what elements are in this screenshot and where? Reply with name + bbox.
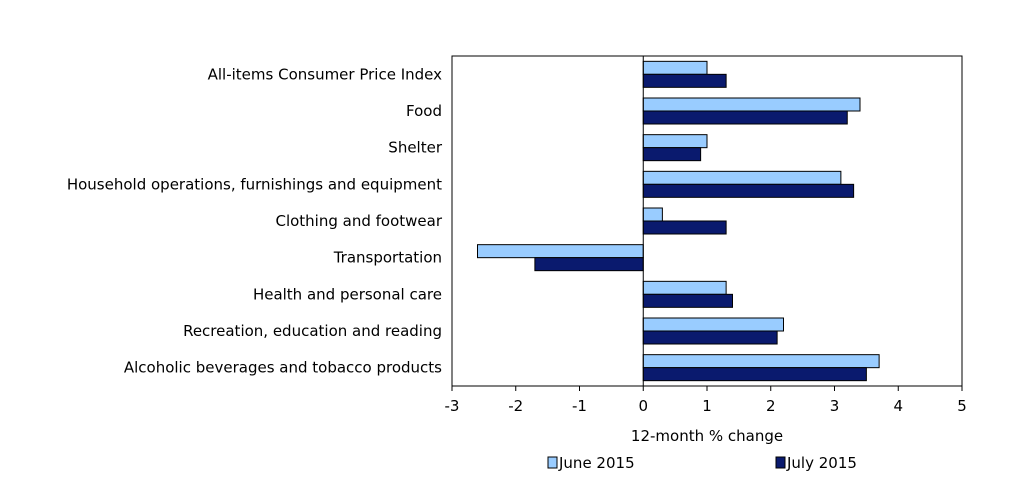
x-axis-ticks: -3 -2 -1 0 1 2 3 4 5 bbox=[445, 386, 967, 415]
bar-july bbox=[642, 110, 848, 125]
x-tick-label: -1 bbox=[572, 397, 587, 415]
bar-july bbox=[642, 73, 727, 88]
category-label: Food bbox=[406, 102, 442, 120]
bar-july bbox=[534, 257, 644, 272]
category-label: Household operations, furnishings and eq… bbox=[67, 175, 442, 193]
x-tick-label: 4 bbox=[893, 397, 903, 415]
category-label: Recreation, education and reading bbox=[183, 322, 442, 340]
bar-june bbox=[642, 134, 708, 149]
bars bbox=[477, 60, 880, 382]
x-tick-label: 2 bbox=[766, 397, 776, 415]
bar-june bbox=[642, 354, 880, 369]
legend-label: July 2015 bbox=[786, 454, 857, 472]
legend-swatch bbox=[547, 456, 558, 469]
category-label: Health and personal care bbox=[253, 285, 442, 303]
legend: June 2015 July 2015 bbox=[547, 454, 857, 472]
category-labels: All-items Consumer Price Index Food Shelte… bbox=[67, 65, 443, 376]
bar-june bbox=[642, 170, 842, 185]
category-label: Clothing and footwear bbox=[275, 212, 442, 230]
x-tick-label: 3 bbox=[830, 397, 840, 415]
bar-june bbox=[642, 207, 663, 222]
bar-june bbox=[642, 97, 861, 112]
bar-june bbox=[642, 317, 784, 332]
legend-label: June 2015 bbox=[558, 454, 635, 472]
x-tick-label: 0 bbox=[638, 397, 648, 415]
x-tick-label: 1 bbox=[702, 397, 712, 415]
x-tick-label: 5 bbox=[957, 397, 967, 415]
bar-july bbox=[642, 330, 778, 345]
category-label: Shelter bbox=[388, 139, 443, 157]
category-label: All-items Consumer Price Index bbox=[208, 65, 443, 83]
category-label: Alcoholic beverages and tobacco products bbox=[124, 359, 442, 377]
bar-june bbox=[642, 60, 708, 75]
bar-july bbox=[642, 183, 855, 198]
bar-july bbox=[642, 367, 867, 382]
bar-july bbox=[642, 147, 702, 162]
x-tick-label: -2 bbox=[508, 397, 523, 415]
bar-july bbox=[642, 293, 733, 308]
x-tick-label: -3 bbox=[445, 397, 460, 415]
category-label: Transportation bbox=[333, 249, 442, 267]
x-axis-title: 12-month % change bbox=[631, 427, 783, 445]
bar-july bbox=[642, 220, 727, 235]
legend-swatch bbox=[775, 456, 786, 469]
bar-june bbox=[477, 244, 644, 259]
bar-june bbox=[642, 280, 727, 295]
